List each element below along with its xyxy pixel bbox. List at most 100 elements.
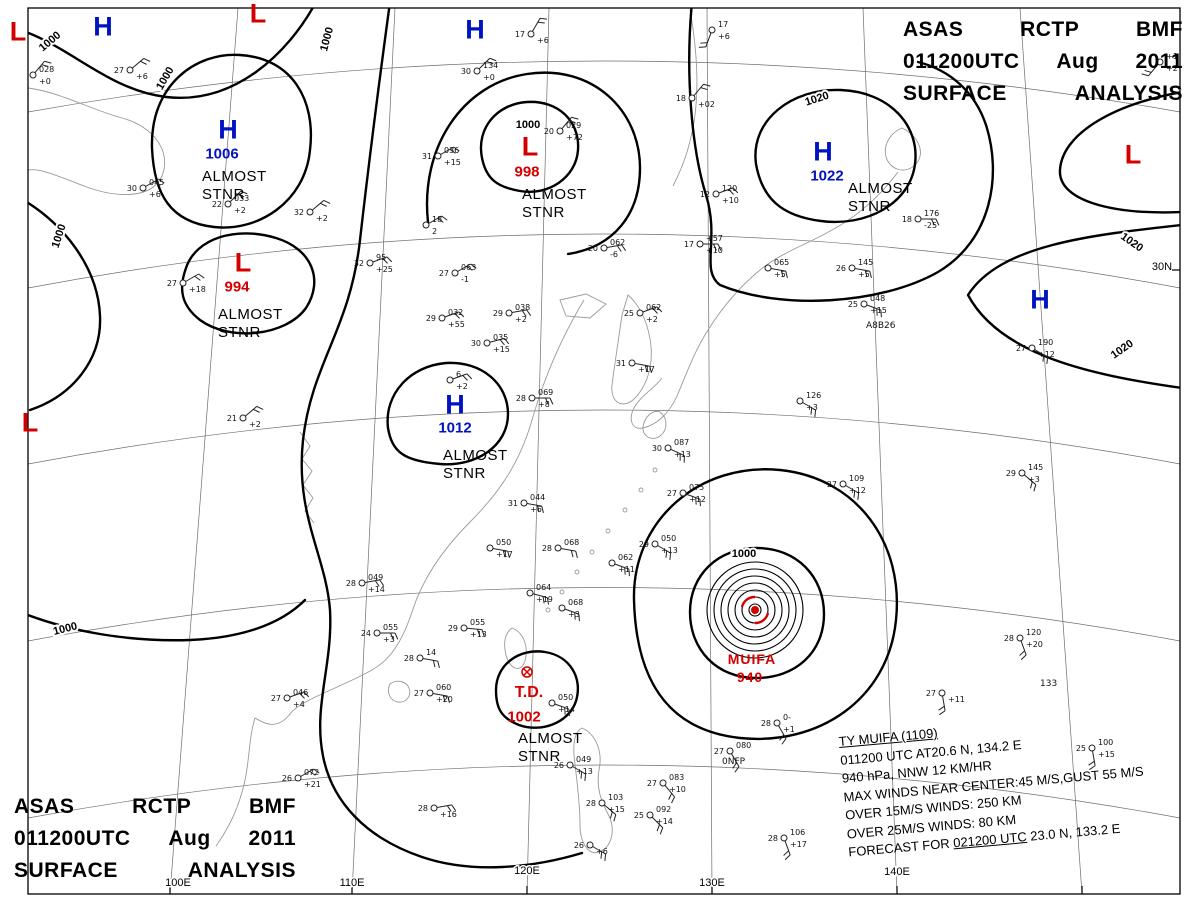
wind-barb-tick xyxy=(486,60,494,65)
isobar xyxy=(28,201,102,412)
wind-barb-tick xyxy=(303,691,310,698)
wind-barb xyxy=(466,627,482,631)
coastline xyxy=(642,410,667,439)
graticule-label: 130E xyxy=(699,877,725,889)
parallel-line xyxy=(28,409,1180,465)
station-temp: 28 xyxy=(17,71,27,80)
station-temp: 25 xyxy=(848,300,858,309)
wind-barb-tick xyxy=(451,804,457,811)
station-pressure: 120 xyxy=(1026,628,1041,637)
wind-barb-tick xyxy=(454,313,460,319)
wind-barb-tick xyxy=(699,499,701,507)
station-circle xyxy=(839,480,847,488)
wind-barb-tick xyxy=(810,407,813,415)
station-pressure: 075 xyxy=(689,483,704,492)
wind-barb xyxy=(560,548,576,552)
typhoon-icon xyxy=(751,606,759,614)
wind-barb-tick xyxy=(1089,765,1096,771)
station-pressure: 18 xyxy=(432,215,442,224)
station-temp: 30 xyxy=(127,184,137,193)
station-pressure: 080 xyxy=(736,741,751,750)
station-change: +17 xyxy=(790,840,807,849)
station-plot: 31 044 +6 xyxy=(508,493,545,514)
wind-barb-tick xyxy=(1042,354,1045,362)
station-pressure: 062 xyxy=(610,238,625,247)
wind-barb-tick xyxy=(864,270,868,278)
wind-barb xyxy=(244,406,258,417)
station-pressure: 100 xyxy=(1098,738,1113,747)
station-temp: 26 xyxy=(554,761,564,770)
station-plot: 050+14 xyxy=(548,693,575,717)
station-change: +6 xyxy=(718,32,730,41)
tropical-depression-icon xyxy=(522,667,532,677)
station-circle xyxy=(434,152,442,160)
station-pressure: 050 xyxy=(558,693,573,702)
wind-barb xyxy=(685,493,701,500)
station-pressure: 092 xyxy=(656,805,671,814)
wind-barb-tick xyxy=(584,773,587,782)
isobar xyxy=(479,100,580,194)
wind-barb-tick xyxy=(644,365,648,373)
meridian-line xyxy=(706,8,713,894)
wind-barb xyxy=(34,60,45,74)
station-pressure: 045 xyxy=(149,178,164,187)
station-change: +13 xyxy=(470,630,487,639)
wind-barb xyxy=(489,337,505,343)
wind-barb-tick xyxy=(198,273,205,279)
wind-barb-tick xyxy=(140,60,147,65)
typhoon-ring xyxy=(706,561,804,659)
wind-barb xyxy=(532,593,548,599)
station-circle xyxy=(283,694,291,702)
station-plot: 31 +17 xyxy=(616,359,655,374)
typhoon-ring xyxy=(720,575,790,645)
station-circle xyxy=(526,589,534,597)
wind-barb-tick xyxy=(604,853,607,862)
station-circle xyxy=(527,30,535,38)
station-plot: 30 134 +0 xyxy=(461,57,498,82)
station-pressure: 035 xyxy=(493,333,508,342)
station-temp: 32 xyxy=(354,259,364,268)
wind-barb-tick xyxy=(499,339,505,346)
wind-barb-tick xyxy=(489,57,497,62)
station-plot: 068+3 xyxy=(558,598,583,622)
typhoon-ring xyxy=(734,589,776,631)
wind-barb xyxy=(634,363,650,367)
wind-barb xyxy=(300,768,314,777)
isobar xyxy=(966,224,1180,389)
station-change: +3 xyxy=(1028,475,1040,484)
wind-barb-tick xyxy=(700,87,708,91)
station-temp: 18 xyxy=(902,215,912,224)
wind-barb xyxy=(511,309,527,313)
isobar-value-label: 1020 xyxy=(804,90,831,109)
wind-barb-tick xyxy=(447,696,450,704)
station-change: +2 xyxy=(646,315,658,324)
station-change: +15 xyxy=(1098,750,1115,759)
wind-barb xyxy=(664,784,675,798)
wind-barb-tick xyxy=(143,57,151,62)
station-plot: 27 083 +10 xyxy=(647,773,686,804)
station-change: -6 xyxy=(610,250,618,259)
wind-barb-tick xyxy=(628,569,630,577)
station-change: +12 xyxy=(849,486,866,495)
isobar xyxy=(28,598,307,642)
station-circle xyxy=(712,190,720,198)
wind-barb-tick xyxy=(545,397,549,405)
wind-barb-tick xyxy=(256,405,264,410)
station-temp: 27 xyxy=(667,489,677,498)
wind-barb xyxy=(1148,63,1159,77)
station-circle xyxy=(1016,634,1024,642)
station-plot: 18 +02 xyxy=(676,83,715,109)
wind-barb xyxy=(428,215,442,224)
station-change: +10 xyxy=(706,246,723,255)
wind-barb-tick xyxy=(571,116,579,120)
wind-barb xyxy=(802,402,816,411)
wind-barb-tick xyxy=(1029,481,1033,489)
station-circle xyxy=(224,200,232,208)
station-circle xyxy=(139,184,147,192)
station-circle xyxy=(938,689,946,697)
station-pressure: 134 xyxy=(483,61,498,70)
isobar-value-label: 1000 xyxy=(37,29,63,54)
station-temp: 28 xyxy=(542,544,552,553)
station-pressure: 95 xyxy=(376,253,386,262)
station-pressure: 048 xyxy=(870,294,885,303)
